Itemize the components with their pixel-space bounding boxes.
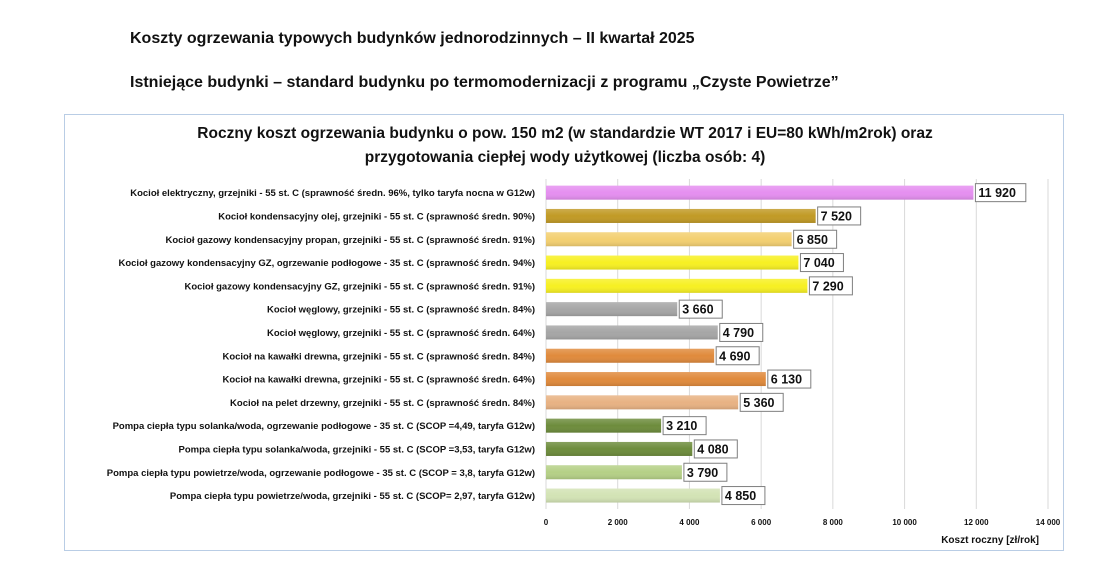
x-tick-label: 10 000	[892, 518, 917, 527]
chart-area: Roczny koszt ogrzewania budynku o pow. 1…	[64, 114, 1064, 551]
data-label-box	[678, 299, 723, 319]
data-label: 4 690	[719, 349, 750, 363]
data-label-box	[799, 253, 844, 273]
category-label: Kocioł gazowy kondensacyjny GZ, ogrzewan…	[118, 258, 535, 269]
data-label: 7 290	[812, 279, 843, 293]
data-label: 11 920	[978, 186, 1016, 200]
x-tick-label: 6 000	[751, 518, 772, 527]
data-label: 6 130	[771, 373, 802, 387]
category-label: Kocioł węglowy, grzejniki - 55 st. C (sp…	[267, 305, 535, 316]
bar-chart-plot: Kocioł elektryczny, grzejniki - 55 st. C…	[107, 179, 1061, 546]
data-label: 3 660	[682, 303, 713, 317]
data-label-box	[719, 322, 764, 342]
data-label: 4 790	[723, 326, 754, 340]
data-label-box	[715, 346, 760, 366]
data-label: 6 850	[797, 233, 828, 247]
chart-title-line-2: przygotowania ciepłej wody użytkowej (li…	[364, 149, 766, 166]
data-label-box	[662, 416, 707, 436]
data-label-box	[767, 369, 812, 389]
data-label: 7 040	[803, 256, 834, 270]
data-label: 4 850	[725, 489, 756, 503]
category-label: Pompa ciepła typu solanka/woda, ogrzewan…	[113, 421, 535, 432]
data-label-box	[739, 392, 784, 412]
bar-shading	[546, 465, 682, 480]
category-label: Kocioł węglowy, grzejniki - 55 st. C (sp…	[267, 328, 535, 339]
category-label: Pompa ciepła typu powietrze/woda, grzejn…	[170, 491, 535, 502]
data-labels: 11 920 7 520 6 850 7 040 7 290 3 660 4 790 4 69…	[662, 183, 1027, 506]
bar-shading	[546, 325, 718, 340]
bar-shading	[546, 232, 792, 247]
data-label: 3 210	[666, 419, 697, 433]
x-tick-label: 2 000	[608, 518, 629, 527]
bar-shading	[546, 418, 662, 433]
category-label: Kocioł elektryczny, grzejniki - 55 st. C…	[130, 188, 535, 199]
bar-shading	[546, 185, 974, 200]
page-heading-title: Koszty ogrzewania typowych budynków jedn…	[130, 30, 695, 47]
data-label-box	[974, 183, 1027, 203]
data-label: 3 790	[687, 466, 718, 480]
data-label-box	[721, 486, 766, 506]
x-tick-labels: 0 2 000 4 000 6 000 8 000 10 000 12 000 14 000	[544, 518, 1061, 527]
bar-shading	[546, 208, 816, 223]
x-tick-label: 0	[544, 518, 549, 527]
data-label-box	[808, 276, 853, 296]
x-tick-label: 12 000	[964, 518, 989, 527]
bars	[546, 185, 974, 503]
bar-shading	[546, 348, 715, 363]
bar-shading	[546, 488, 720, 503]
bar-shading	[546, 441, 693, 456]
category-label: Pompa ciepła typu powietrze/woda, ogrzew…	[107, 468, 535, 479]
x-tick-label: 14 000	[1036, 518, 1061, 527]
category-label: Pompa ciepła typu solanka/woda, grzejnik…	[179, 444, 535, 455]
category-label: Kocioł gazowy kondensacyjny GZ, grzejnik…	[184, 281, 535, 292]
gridlines	[545, 179, 1049, 509]
data-label-box	[693, 439, 738, 459]
data-label: 5 360	[743, 396, 774, 410]
data-label: 7 520	[821, 209, 852, 223]
chart-title-line-1: Roczny koszt ogrzewania budynku o pow. 1…	[197, 125, 933, 142]
category-label: Kocioł gazowy kondensacyjny propan, grze…	[165, 235, 535, 246]
category-label: Kocioł na pelet drzewny, grzejniki - 55 …	[230, 398, 535, 409]
bar-shading	[546, 302, 678, 317]
bar-shading	[546, 278, 808, 293]
data-label-box	[817, 206, 862, 226]
bar-shading	[546, 372, 766, 387]
data-label-box	[683, 462, 728, 482]
bar-shading	[546, 395, 739, 410]
x-tick-label: 8 000	[823, 518, 844, 527]
x-axis-label: Koszt roczny [zł/rok]	[941, 535, 1039, 546]
category-labels: Kocioł elektryczny, grzejniki - 55 st. C…	[107, 188, 535, 502]
category-label: Kocioł na kawałki drewna, grzejniki - 55…	[222, 375, 535, 386]
category-label: Kocioł kondensacyjny olej, grzejniki - 5…	[218, 211, 535, 222]
x-tick-label: 4 000	[679, 518, 700, 527]
bar-shading	[546, 255, 799, 270]
category-label: Kocioł na kawałki drewna, grzejniki - 55…	[222, 351, 535, 362]
data-label: 4 080	[697, 442, 728, 456]
data-label-box	[793, 229, 838, 249]
page-heading-subtitle: Istniejące budynki – standard budynku po…	[130, 74, 839, 91]
